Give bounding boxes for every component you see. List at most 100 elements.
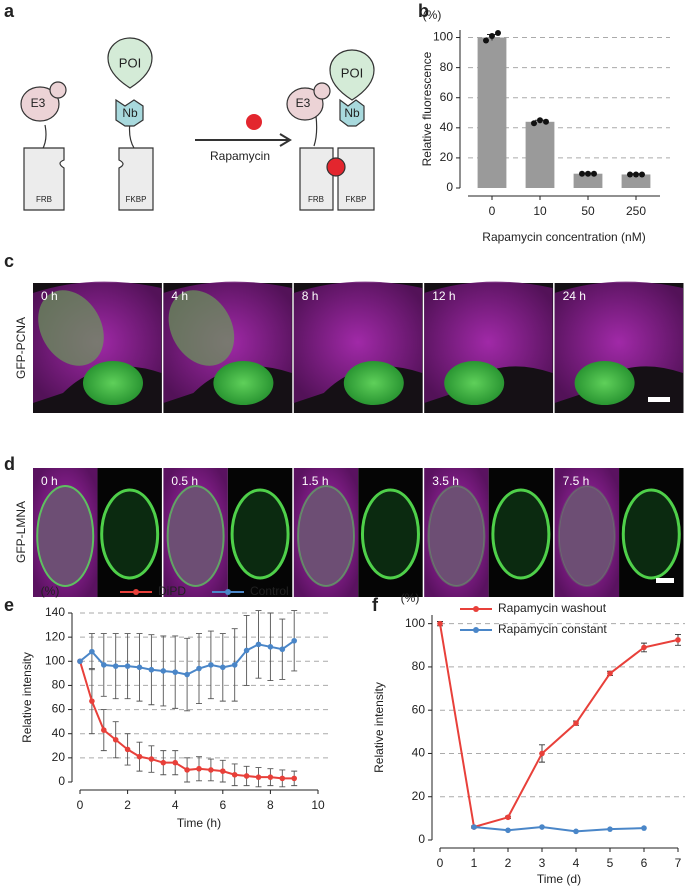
row-label: GFP-PCNA: [14, 317, 28, 379]
poi-shape: [107, 37, 153, 89]
rapamycin-dot: [246, 114, 262, 130]
data-point: [231, 771, 238, 778]
data-point: [675, 637, 681, 643]
panel-label: e: [4, 595, 14, 615]
row-label: GFP-LMNA: [14, 501, 28, 563]
y-tick-label: 80: [412, 659, 426, 673]
data-point: [136, 664, 143, 671]
nb-label: Nb: [344, 106, 360, 120]
y-axis-title: Relative intensity: [20, 652, 34, 743]
data-point: [279, 775, 286, 782]
time-label: 24 h: [563, 289, 586, 303]
nuclear-rim: [621, 488, 681, 580]
y-tick-label: 40: [412, 746, 426, 760]
data-point: [184, 767, 190, 773]
x-tick-label: 5: [607, 856, 614, 870]
time-label: 0.5 h: [171, 474, 198, 488]
data-point: [231, 662, 238, 668]
legend-marker: [225, 589, 231, 595]
frb-label: FRB: [36, 195, 52, 204]
data-point: [489, 33, 495, 40]
data-point: [124, 663, 131, 669]
bar: [573, 173, 603, 188]
e3-label: E3: [296, 96, 311, 110]
data-point: [633, 171, 639, 178]
data-point: [585, 170, 591, 177]
data-point: [641, 644, 647, 651]
data-point: [437, 620, 443, 627]
x-tick-label: 10: [533, 204, 547, 218]
y-axis-title: Relative fluorescence: [420, 51, 434, 166]
data-point: [101, 662, 107, 668]
time-label: 0 h: [41, 289, 58, 303]
nucleus: [444, 361, 505, 405]
cell: [293, 281, 423, 403]
data-point: [243, 773, 250, 779]
data-point: [573, 828, 579, 835]
fkbp-label: FKBP: [126, 195, 147, 204]
y-tick-label: 100: [405, 616, 425, 630]
legend-label: DiPD: [158, 584, 186, 598]
x-tick-label: 3: [539, 856, 546, 870]
poi-label: POI: [341, 65, 363, 80]
nuclear-rim: [36, 485, 95, 587]
data-point: [607, 670, 613, 677]
panel-label: a: [4, 1, 15, 21]
legend-label: Rapamycin constant: [498, 622, 607, 636]
legend-label: Rapamycin washout: [498, 601, 607, 615]
x-tick-label: 50: [581, 204, 595, 218]
data-point: [641, 825, 647, 831]
linker: [313, 115, 318, 147]
panel-label: b: [418, 1, 429, 21]
data-point: [471, 824, 477, 830]
panel-label: c: [4, 251, 14, 271]
e3-shape: [286, 87, 324, 121]
scale-bar: [656, 578, 674, 583]
nb-shape: [115, 98, 144, 127]
data-point: [136, 753, 143, 760]
data-point: [531, 120, 537, 127]
data-point: [505, 827, 511, 834]
nb-shape: [339, 98, 365, 127]
time-label: 0 h: [41, 474, 58, 488]
data-point: [267, 774, 274, 780]
nucleus: [168, 290, 235, 366]
x-tick-label: 2: [505, 856, 512, 870]
y-tick-label: 40: [440, 120, 454, 134]
y-tick-label: 40: [52, 726, 66, 740]
data-point: [539, 824, 545, 830]
data-point: [101, 727, 107, 733]
x-tick-label: 0: [489, 204, 496, 218]
y-tick-label: 120: [45, 629, 65, 643]
nucleus: [83, 361, 143, 405]
arrow-label: Rapamycin: [210, 149, 270, 163]
nuclear-rim: [557, 485, 616, 587]
data-point: [579, 170, 585, 177]
time-label: 1.5 h: [302, 474, 329, 488]
data-point: [505, 814, 511, 821]
x-tick-label: 1: [471, 856, 478, 870]
y-tick-label: 140: [45, 605, 65, 619]
data-point: [243, 647, 250, 654]
data-point: [124, 746, 131, 753]
frb-block: [299, 147, 334, 211]
x-tick-label: 0: [437, 856, 444, 870]
data-point: [539, 750, 545, 757]
scale-bar: [648, 397, 670, 402]
y-tick-label: 60: [440, 90, 454, 104]
x-tick-label: 8: [267, 798, 274, 812]
nuclear-rim: [491, 488, 551, 580]
data-point: [255, 774, 262, 780]
x-tick-label: 6: [641, 856, 648, 870]
data-point: [77, 658, 83, 665]
microscopy: 0 h 4 h 8 h 12 h 24 h 0 h 0.5 h 1.5 h 3.5 h 7.5 h: [33, 281, 684, 597]
linker: [41, 124, 47, 151]
y-tick-label: 100: [45, 653, 65, 667]
poi-shape: [329, 49, 375, 101]
data-point: [483, 37, 489, 44]
data-point: [607, 826, 613, 832]
nuclear-rim: [230, 488, 290, 580]
fkbp-block: [337, 147, 375, 211]
e3-shape: [20, 86, 60, 122]
